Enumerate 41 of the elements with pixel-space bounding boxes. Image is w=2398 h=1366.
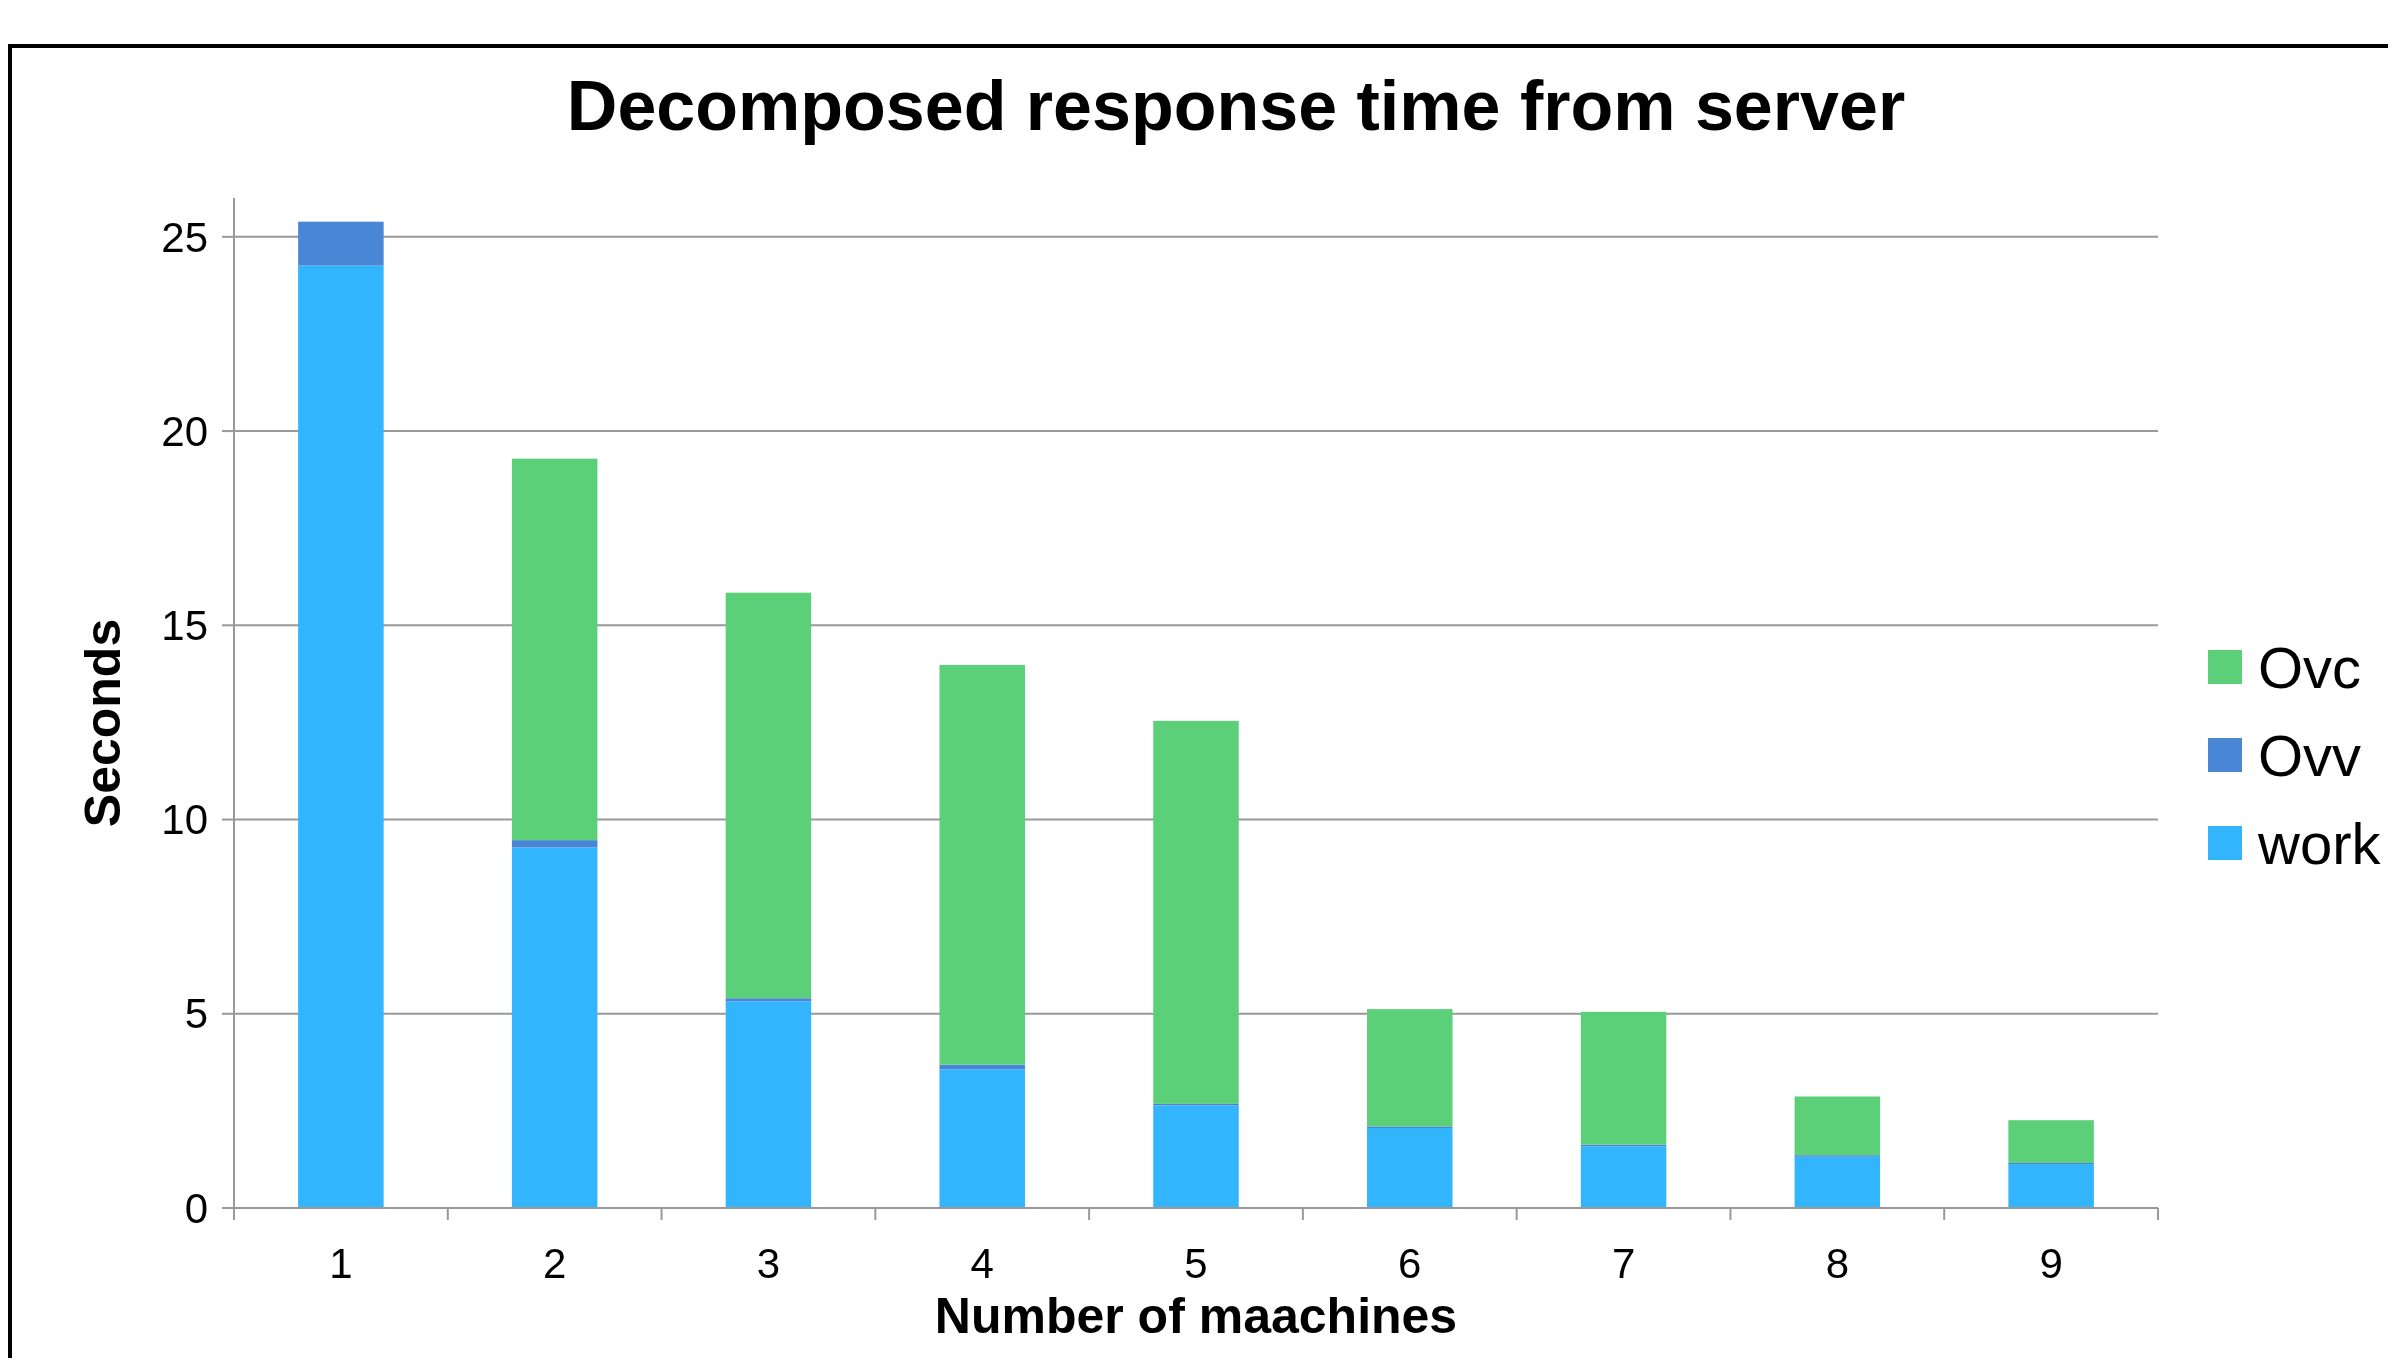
y-axis-title: Seconds bbox=[75, 618, 131, 828]
legend-label: Ovv bbox=[2258, 723, 2362, 789]
bar bbox=[939, 664, 1025, 1065]
bar bbox=[1580, 1146, 1667, 1208]
bar bbox=[1153, 1105, 1239, 1208]
y-tick-label: 5 bbox=[184, 990, 208, 1038]
y-tick-label: 20 bbox=[161, 407, 208, 455]
x-tick-label: 9 bbox=[2039, 1240, 2063, 1287]
x-tick-label: 3 bbox=[756, 1240, 781, 1287]
y-tick-label: 25 bbox=[161, 213, 208, 261]
bar bbox=[511, 840, 598, 848]
bar bbox=[725, 1001, 812, 1208]
bar bbox=[2008, 1120, 2094, 1163]
y-tick-label: 0 bbox=[184, 1184, 208, 1232]
x-axis-title: Number of maachines bbox=[934, 1288, 1458, 1344]
bar bbox=[1367, 1009, 1453, 1127]
legend-label: work bbox=[2257, 811, 2382, 877]
bar bbox=[298, 221, 384, 266]
bar bbox=[725, 592, 812, 999]
x-tick-label: 6 bbox=[1398, 1240, 1422, 1287]
x-tick-label: 4 bbox=[970, 1240, 994, 1287]
bar bbox=[298, 265, 384, 1208]
bar bbox=[1580, 1011, 1667, 1145]
bar bbox=[1794, 1096, 1881, 1156]
y-tick-label: 15 bbox=[161, 602, 208, 650]
x-tick-label: 5 bbox=[1184, 1240, 1208, 1287]
legend-label: Ovc bbox=[2258, 635, 2362, 701]
bar bbox=[939, 1069, 1025, 1208]
x-tick-label: 7 bbox=[1611, 1240, 1636, 1287]
bar bbox=[1794, 1156, 1881, 1208]
x-tick-label: 8 bbox=[1825, 1240, 1850, 1287]
bar bbox=[1153, 720, 1239, 1104]
x-tick-label: 1 bbox=[329, 1240, 353, 1287]
bar bbox=[511, 458, 598, 841]
chart-title: Decomposed response time from server bbox=[566, 67, 1906, 145]
bar bbox=[511, 847, 598, 1208]
bar bbox=[725, 998, 812, 1002]
bar bbox=[1367, 1127, 1453, 1208]
x-tick-label: 2 bbox=[542, 1240, 567, 1287]
bar bbox=[2008, 1164, 2094, 1208]
y-tick-label: 10 bbox=[161, 796, 208, 844]
